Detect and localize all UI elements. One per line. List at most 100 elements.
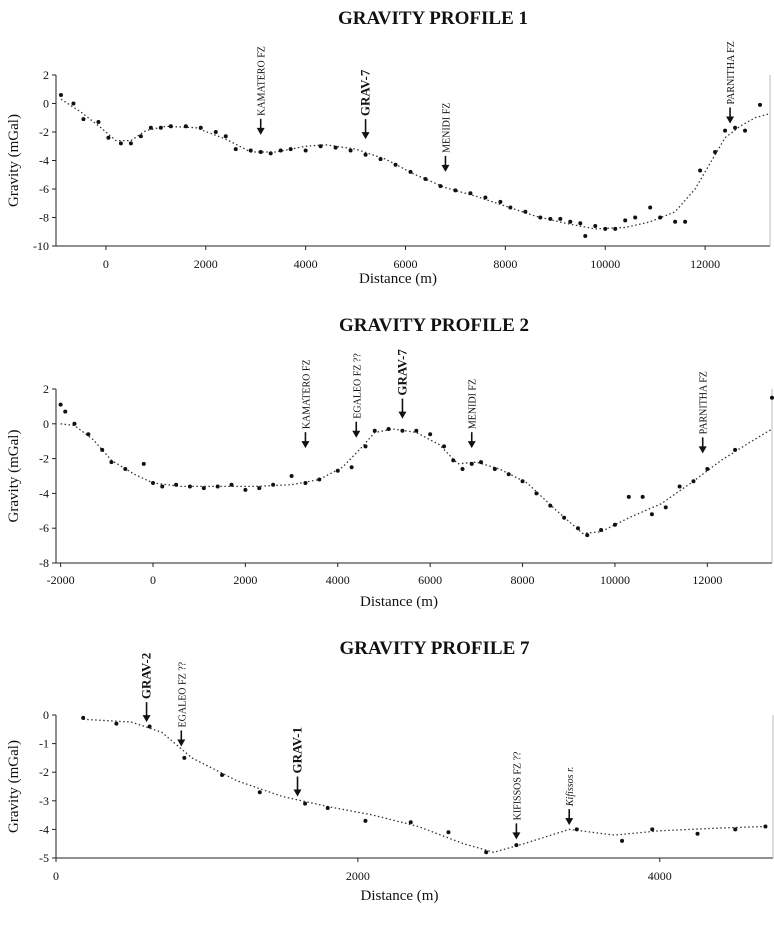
data-point bbox=[248, 148, 253, 153]
data-point bbox=[408, 169, 413, 174]
data-point bbox=[558, 216, 563, 221]
data-point bbox=[187, 484, 192, 489]
data-point bbox=[733, 125, 738, 130]
data-point bbox=[349, 465, 354, 470]
data-point bbox=[698, 168, 703, 173]
data-point bbox=[603, 226, 608, 231]
data-point bbox=[213, 130, 218, 134]
x-tick-label: -2000 bbox=[47, 573, 75, 587]
data-point bbox=[278, 148, 283, 153]
data-point bbox=[303, 480, 308, 485]
y-tick-label: -8 bbox=[39, 211, 49, 225]
data-point bbox=[100, 447, 105, 452]
data-point bbox=[508, 205, 513, 210]
annotation-label: MENIDI FZ bbox=[441, 103, 452, 153]
x-axis-label: Distance (m) bbox=[361, 888, 439, 904]
y-tick-label: -4 bbox=[39, 486, 49, 500]
data-point bbox=[492, 467, 497, 472]
data-point bbox=[215, 484, 220, 489]
data-point bbox=[106, 135, 111, 140]
data-point bbox=[483, 195, 488, 200]
data-point bbox=[147, 724, 152, 729]
model-curve-line bbox=[60, 423, 773, 535]
data-point bbox=[335, 468, 340, 473]
data-point bbox=[201, 486, 206, 491]
data-point bbox=[303, 801, 308, 806]
data-point bbox=[348, 148, 353, 153]
x-tick-label: 0 bbox=[103, 257, 109, 271]
data-point bbox=[658, 215, 663, 220]
data-point bbox=[620, 838, 625, 843]
data-point bbox=[649, 512, 654, 517]
data-point bbox=[123, 467, 128, 472]
data-point bbox=[442, 444, 447, 449]
data-point bbox=[414, 428, 419, 433]
x-tick-label: 4000 bbox=[294, 257, 318, 271]
data-point bbox=[650, 827, 655, 832]
data-point bbox=[386, 427, 391, 432]
data-point bbox=[289, 474, 294, 478]
annotation-arrowhead bbox=[301, 441, 310, 449]
annotation-label: KIFISSOS FZ ?? bbox=[512, 751, 523, 820]
data-point bbox=[72, 421, 77, 426]
data-point bbox=[198, 125, 203, 130]
data-point bbox=[514, 843, 519, 848]
data-point bbox=[148, 125, 153, 130]
x-tick-label: 8000 bbox=[511, 573, 535, 587]
y-tick-label: -2 bbox=[39, 765, 49, 779]
data-point bbox=[562, 515, 567, 520]
data-point bbox=[325, 805, 330, 810]
data-point bbox=[578, 221, 583, 226]
data-point bbox=[71, 101, 76, 106]
y-tick-label: -6 bbox=[39, 521, 49, 535]
annotation-label: Kifissos r. bbox=[565, 767, 576, 807]
data-point bbox=[138, 134, 143, 139]
data-point bbox=[333, 145, 338, 150]
x-tick-label: 0 bbox=[53, 869, 59, 883]
data-point bbox=[770, 395, 774, 400]
data-point bbox=[506, 472, 511, 477]
data-point bbox=[174, 482, 179, 487]
data-point bbox=[648, 205, 653, 210]
data-point bbox=[168, 124, 173, 129]
data-point bbox=[683, 219, 688, 224]
data-point bbox=[733, 827, 738, 832]
data-point bbox=[223, 134, 228, 139]
data-point bbox=[695, 831, 700, 836]
data-point bbox=[705, 467, 710, 472]
data-point bbox=[58, 402, 63, 407]
data-point bbox=[408, 820, 413, 825]
y-tick-label: -5 bbox=[39, 851, 49, 865]
data-point bbox=[451, 458, 456, 463]
data-point bbox=[158, 125, 163, 130]
annotation-label: KAMATERO FZ bbox=[257, 46, 268, 116]
annotation-arrowhead bbox=[361, 132, 370, 140]
data-point bbox=[438, 184, 443, 189]
data-point bbox=[663, 505, 668, 510]
data-point bbox=[743, 128, 748, 133]
data-point bbox=[523, 209, 528, 214]
data-point bbox=[583, 234, 588, 239]
data-point bbox=[498, 199, 503, 204]
data-point bbox=[182, 755, 187, 760]
data-point bbox=[363, 152, 368, 157]
annotation-label: MENIDI FZ bbox=[468, 379, 479, 429]
data-point bbox=[288, 147, 293, 152]
data-point bbox=[568, 219, 573, 224]
y-tick-label: 0 bbox=[43, 417, 49, 431]
x-tick-label: 6000 bbox=[394, 257, 418, 271]
data-point bbox=[548, 216, 553, 221]
data-point bbox=[109, 460, 114, 465]
data-point bbox=[691, 479, 696, 484]
data-point bbox=[303, 148, 308, 153]
data-point bbox=[220, 773, 225, 778]
y-tick-label: 0 bbox=[43, 708, 49, 722]
x-tick-label: 2000 bbox=[233, 573, 257, 587]
data-point bbox=[243, 487, 248, 492]
data-point bbox=[599, 527, 604, 532]
data-point bbox=[257, 486, 262, 491]
data-point bbox=[640, 494, 645, 499]
annotation-label: GRAV-7 bbox=[394, 349, 409, 396]
annotation-arrowhead bbox=[565, 818, 574, 826]
